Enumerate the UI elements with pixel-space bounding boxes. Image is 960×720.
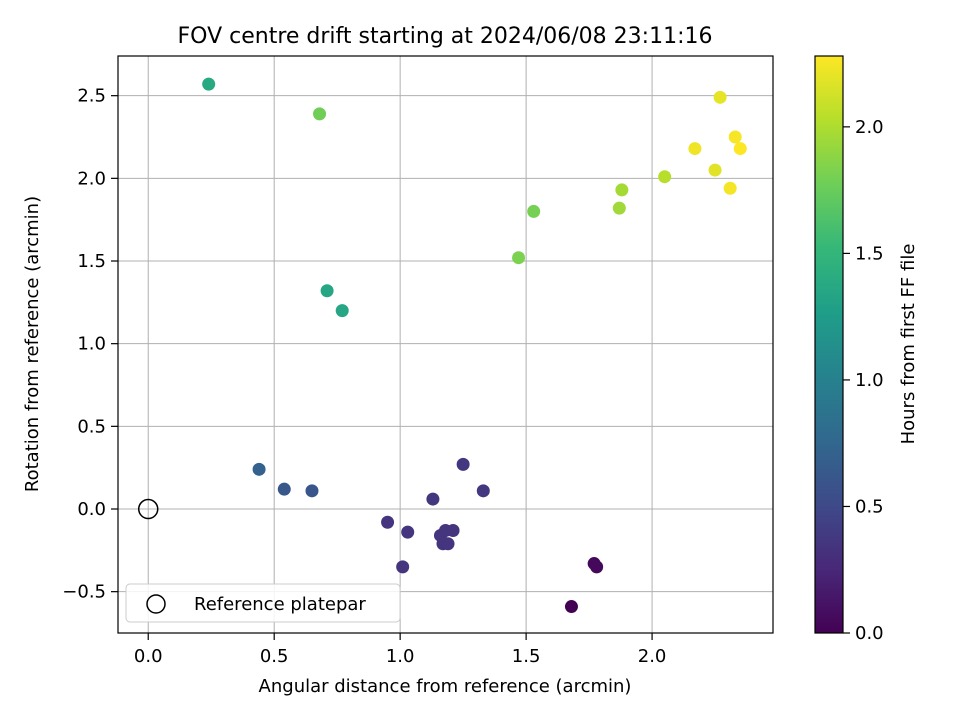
y-tick-label: 2.0 [77,168,106,189]
legend-box [125,583,401,623]
scatter-points [202,77,747,614]
y-tick-label: 2.5 [77,86,106,107]
data-point [733,142,747,156]
y-tick-label: 1.0 [77,334,106,355]
reference-layer [137,498,159,520]
data-point [441,537,455,551]
colorbar-tick-label: 0.5 [855,496,884,517]
legend-reference-marker [146,594,166,614]
y-axis-ticks: −0.5 0.0 0.5 1.0 1.5 2.0 2.5 [62,86,118,603]
colorbar-tick-label: 2.0 [855,117,884,138]
data-point [313,107,327,121]
data-point [512,251,526,265]
colorbar-frame [814,55,844,634]
data-point [202,77,216,91]
y-tick-label: 0.0 [77,499,106,520]
data-point [426,492,440,506]
y-tick-label: 1.5 [77,251,106,272]
colorbar: 0.0 0.5 1.0 1.5 2.0 Hours from first FF file [814,55,919,644]
colorbar-gradient [815,56,843,633]
colorbar-tick-label: 1.5 [855,243,884,264]
plot-area-frame [117,55,774,634]
data-point [612,201,626,215]
x-tick-label: 1.0 [386,646,415,667]
data-point [527,204,541,218]
y-tick-label: −0.5 [62,582,106,603]
data-point [277,482,291,496]
data-point [381,515,395,529]
legend: Reference platepar [125,583,401,623]
data-point [476,484,490,498]
legend-entry-reference: Reference platepar [194,594,366,615]
x-tick-label: 0.0 [134,646,163,667]
reference-platepar-marker [137,498,159,520]
x-tick-label: 2.0 [638,646,667,667]
data-point [713,90,727,104]
data-point [728,130,742,144]
data-point [456,457,470,471]
x-tick-label: 1.5 [512,646,541,667]
data-point [446,523,460,537]
data-point [396,560,410,574]
data-point [320,284,334,298]
x-axis-label: Angular distance from reference (arcmin) [259,676,632,697]
data-point [590,560,604,574]
colorbar-ticks: 0.0 0.5 1.0 1.5 2.0 [843,117,884,644]
y-axis-label: Rotation from reference (arcmin) [22,196,43,492]
x-axis-ticks: 0.0 0.5 1.0 1.5 2.0 [134,633,666,667]
chart-title: FOV centre drift starting at 2024/06/08 … [178,24,713,49]
y-tick-label: 0.5 [77,416,106,437]
data-point [708,163,722,177]
data-point [401,525,415,539]
data-point [305,484,319,498]
data-point [564,600,578,614]
colorbar-tick-label: 0.0 [855,623,884,644]
colorbar-label: Hours from first FF file [898,244,919,445]
x-tick-label: 0.5 [260,646,289,667]
colorbar-tick-label: 1.0 [855,370,884,391]
data-point [252,462,266,476]
data-point [335,304,349,318]
data-point [658,170,672,184]
data-point [723,181,737,195]
data-point [688,142,702,156]
data-point [615,183,629,197]
